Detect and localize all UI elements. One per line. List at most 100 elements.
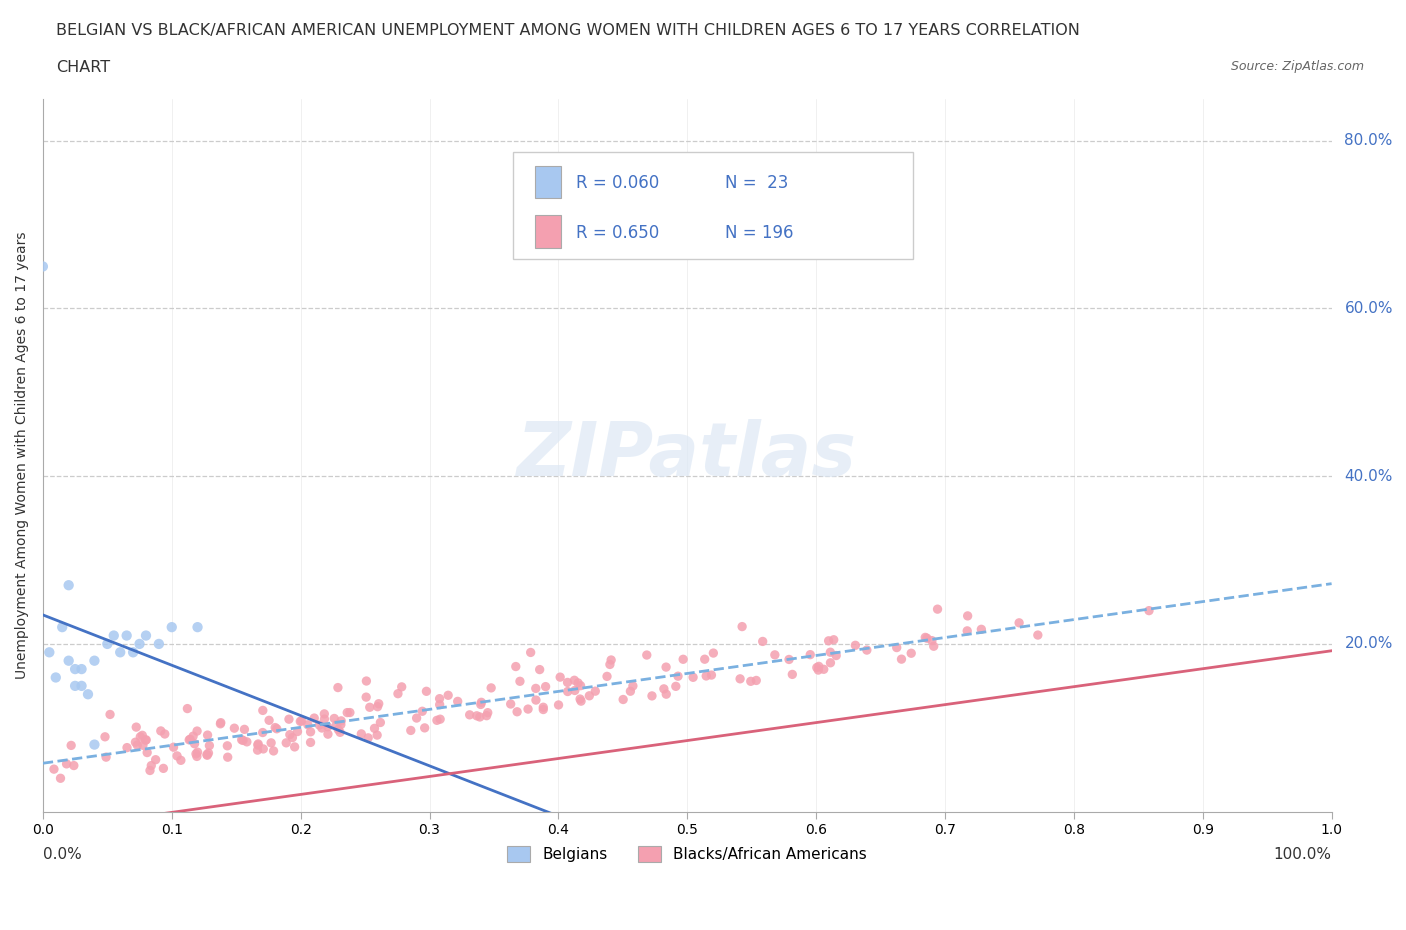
Point — [70, 661, 93, 676]
Point — [236, 735, 259, 750]
Text: R = 0.650: R = 0.650 — [576, 223, 659, 242]
Point — [108, 644, 131, 659]
Point — [160, 619, 183, 634]
Point — [176, 701, 198, 716]
Point — [702, 645, 724, 660]
Point — [475, 709, 498, 724]
Point — [128, 636, 150, 651]
Point — [299, 724, 322, 739]
Point — [506, 704, 529, 719]
Point — [356, 673, 378, 688]
Point — [179, 733, 201, 748]
Point — [179, 732, 201, 747]
Point — [247, 737, 270, 751]
Point — [825, 648, 848, 663]
Point — [55, 756, 77, 771]
Point — [1026, 628, 1049, 643]
Point — [77, 687, 100, 702]
Point — [583, 684, 606, 698]
Point — [367, 697, 389, 711]
Point — [621, 679, 644, 694]
Point — [519, 645, 541, 660]
Point — [363, 721, 385, 736]
Point — [745, 673, 768, 688]
Point — [956, 608, 979, 623]
Point — [115, 628, 138, 643]
Text: 80.0%: 80.0% — [1344, 133, 1393, 148]
Point — [655, 659, 678, 674]
Point — [612, 692, 634, 707]
Point — [447, 694, 470, 709]
Point — [246, 743, 269, 758]
Point — [276, 736, 298, 751]
Point — [330, 713, 353, 728]
Point — [316, 719, 339, 734]
Point — [806, 660, 828, 675]
Point — [890, 652, 912, 667]
Point — [672, 652, 695, 667]
Point — [370, 715, 392, 730]
Point — [600, 653, 623, 668]
Point — [152, 761, 174, 776]
Point — [357, 730, 380, 745]
Point — [233, 722, 256, 737]
Text: 60.0%: 60.0% — [1344, 301, 1393, 316]
Point — [470, 695, 492, 710]
Point — [1137, 604, 1160, 618]
Point — [359, 700, 381, 715]
Point — [429, 711, 451, 726]
Point — [299, 735, 322, 750]
Point — [531, 699, 554, 714]
Point — [391, 680, 413, 695]
Point — [426, 713, 449, 728]
Point — [94, 729, 117, 744]
Point — [135, 733, 157, 748]
Point — [148, 636, 170, 651]
Point — [578, 688, 600, 703]
Point — [666, 669, 689, 684]
Point — [956, 623, 979, 638]
Point — [195, 748, 218, 763]
Point — [682, 670, 704, 684]
Point — [135, 628, 157, 643]
Point — [183, 737, 205, 751]
Point — [517, 701, 540, 716]
Point — [141, 758, 163, 773]
Point — [94, 750, 117, 764]
Text: N =  23: N = 23 — [724, 174, 787, 192]
Point — [596, 669, 619, 684]
Point — [569, 678, 592, 693]
Point — [509, 674, 531, 689]
Point — [415, 684, 437, 698]
Point — [823, 632, 845, 647]
Point — [232, 733, 254, 748]
Point — [652, 682, 675, 697]
Point — [799, 647, 821, 662]
Point — [499, 697, 522, 711]
Point — [731, 619, 754, 634]
Point — [83, 737, 105, 752]
Point — [405, 711, 427, 725]
Point — [297, 717, 319, 732]
Point — [429, 691, 451, 706]
Point — [470, 697, 492, 711]
Point — [387, 686, 409, 701]
Point — [524, 681, 547, 696]
Point — [60, 738, 83, 753]
Point — [186, 724, 208, 738]
Point — [927, 602, 949, 617]
Text: R = 0.060: R = 0.060 — [576, 174, 659, 192]
Point — [329, 717, 352, 732]
Point — [751, 634, 773, 649]
Text: N = 196: N = 196 — [724, 223, 793, 242]
Point — [314, 707, 336, 722]
Point — [914, 630, 936, 644]
Point — [505, 659, 527, 674]
Point — [252, 741, 274, 756]
Point — [636, 647, 658, 662]
Point — [290, 713, 312, 728]
Point — [103, 628, 125, 643]
Point — [641, 688, 664, 703]
Point — [170, 753, 193, 768]
Point — [820, 656, 842, 671]
